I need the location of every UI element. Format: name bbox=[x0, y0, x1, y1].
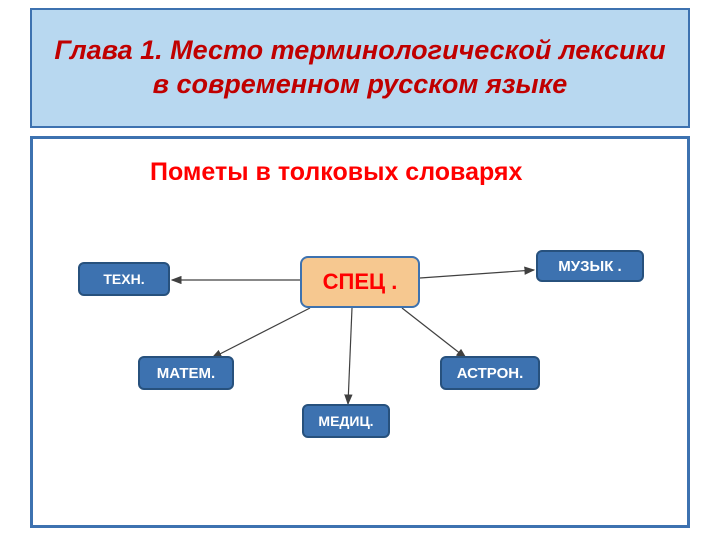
chapter-header: Глава 1. Место терминологической лексики… bbox=[30, 8, 690, 128]
center-node-spec: СПЕЦ . bbox=[300, 256, 420, 308]
leaf-node-medic: МЕДИЦ. bbox=[302, 404, 390, 438]
diagram-title: Пометы в толковых словарях bbox=[150, 158, 522, 187]
leaf-node-label: МАТЕМ. bbox=[157, 365, 215, 382]
leaf-node-math: МАТЕМ. bbox=[138, 356, 234, 390]
leaf-node-tech: ТЕХН. bbox=[78, 262, 170, 296]
leaf-node-label: МЕДИЦ. bbox=[318, 413, 373, 429]
leaf-node-label: АСТРОН. bbox=[457, 365, 524, 382]
leaf-node-label: ТЕХН. bbox=[103, 271, 144, 287]
leaf-node-music: МУЗЫК . bbox=[536, 250, 644, 282]
leaf-node-astron: АСТРОН. bbox=[440, 356, 540, 390]
content-panel bbox=[30, 136, 690, 528]
leaf-node-label: МУЗЫК . bbox=[558, 258, 621, 275]
chapter-title: Глава 1. Место терминологической лексики… bbox=[52, 34, 668, 102]
center-node-label: СПЕЦ . bbox=[323, 269, 398, 295]
